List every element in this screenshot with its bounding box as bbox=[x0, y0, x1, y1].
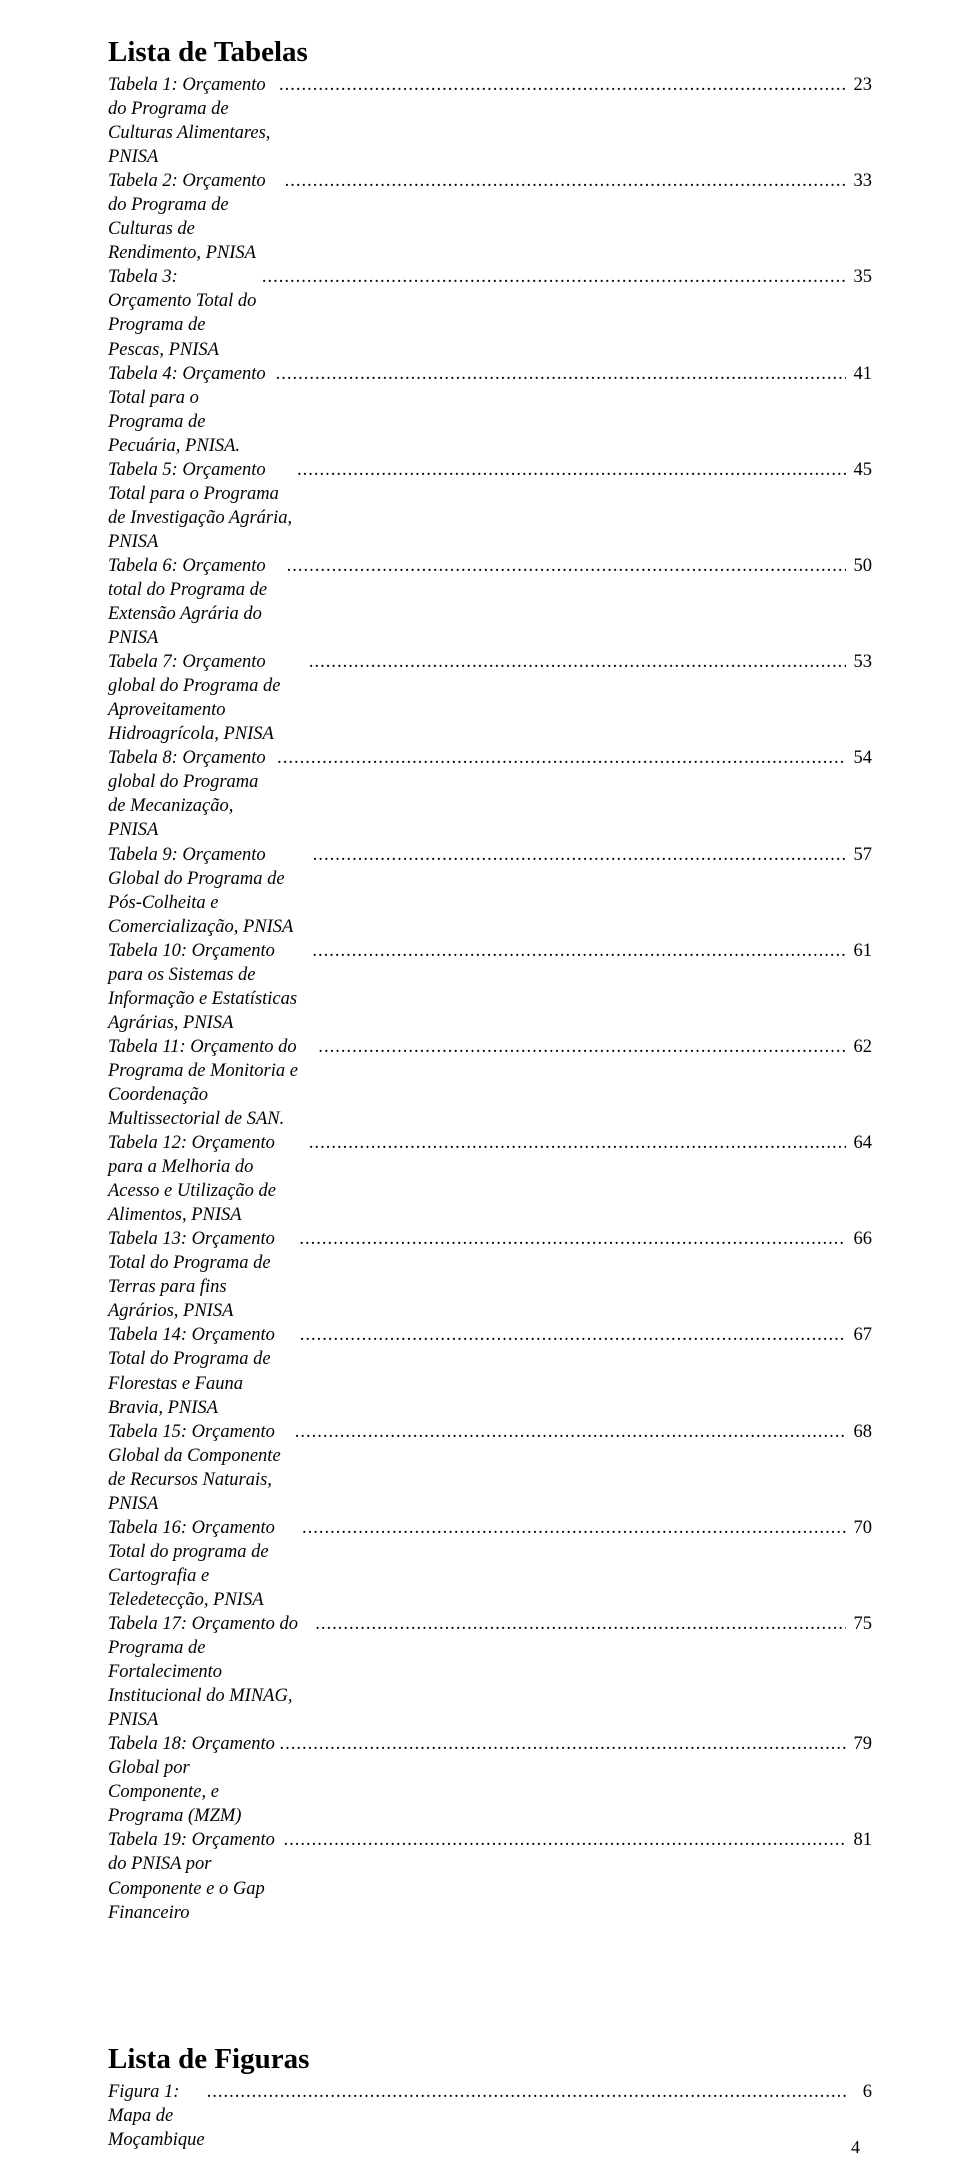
toc-leader: ........................................… bbox=[300, 1516, 846, 1540]
table-toc-entry: Tabela 16: Orçamento Total do programa d… bbox=[108, 1516, 872, 1612]
table-toc-label: Tabela 17: Orçamento do Programa de Fort… bbox=[108, 1612, 313, 1732]
table-toc-page: 54 bbox=[846, 746, 872, 770]
toc-leader: ........................................… bbox=[316, 1035, 846, 1059]
table-toc-label: Tabela 10: Orçamento para os Sistemas de… bbox=[108, 939, 310, 1035]
table-toc-entry: Tabela 9: Orçamento Global do Programa d… bbox=[108, 843, 872, 939]
table-toc-entry: Tabela 6: Orçamento total do Programa de… bbox=[108, 554, 872, 650]
table-toc-entry: Tabela 14: Orçamento Total do Programa d… bbox=[108, 1323, 872, 1419]
table-toc-page: 41 bbox=[846, 362, 872, 386]
table-toc-entry: Tabela 18: Orçamento Global por Componen… bbox=[108, 1732, 872, 1828]
table-toc-page: 23 bbox=[846, 73, 872, 97]
table-toc-label: Tabela 18: Orçamento Global por Componen… bbox=[108, 1732, 278, 1828]
table-toc-entry: Tabela 4: Orçamento Total para o Program… bbox=[108, 362, 872, 458]
figures-block: Lista de Figuras Figura 1: Mapa de Moçam… bbox=[108, 2043, 872, 2152]
table-toc-entry: Tabela 11: Orçamento do Programa de Moni… bbox=[108, 1035, 872, 1131]
page-number: 4 bbox=[851, 2137, 860, 2158]
table-toc-page: 75 bbox=[846, 1612, 872, 1636]
table-toc-page: 45 bbox=[846, 458, 872, 482]
table-toc-label: Tabela 16: Orçamento Total do programa d… bbox=[108, 1516, 300, 1612]
table-toc-page: 67 bbox=[846, 1323, 872, 1347]
table-toc-page: 66 bbox=[846, 1227, 872, 1251]
toc-leader: ........................................… bbox=[274, 362, 846, 386]
table-toc-entry: Tabela 3: Orçamento Total do Programa de… bbox=[108, 265, 872, 361]
table-toc-entry: Tabela 5: Orçamento Total para o Program… bbox=[108, 458, 872, 554]
table-toc-entry: Tabela 15: Orçamento Global da Component… bbox=[108, 1420, 872, 1516]
toc-leader: ........................................… bbox=[313, 1612, 846, 1636]
document-page: Lista de Tabelas Tabela 1: Orçamento do … bbox=[0, 0, 960, 2182]
toc-leader: ........................................… bbox=[295, 458, 846, 482]
toc-leader: ........................................… bbox=[282, 1828, 846, 1852]
tables-toc: Tabela 1: Orçamento do Programa de Cultu… bbox=[108, 73, 872, 1925]
table-toc-label: Tabela 1: Orçamento do Programa de Cultu… bbox=[108, 73, 277, 169]
figures-list-heading: Lista de Figuras bbox=[108, 2043, 872, 2076]
table-toc-label: Tabela 2: Orçamento do Programa de Cultu… bbox=[108, 169, 283, 265]
tables-list-heading: Lista de Tabelas bbox=[108, 36, 872, 69]
toc-leader: ........................................… bbox=[278, 1732, 846, 1756]
toc-leader: ........................................… bbox=[277, 73, 846, 97]
table-toc-page: 70 bbox=[846, 1516, 872, 1540]
table-toc-entry: Tabela 2: Orçamento do Programa de Cultu… bbox=[108, 169, 872, 265]
table-toc-page: 79 bbox=[846, 1732, 872, 1756]
table-toc-entry: Tabela 10: Orçamento para os Sistemas de… bbox=[108, 939, 872, 1035]
table-toc-page: 50 bbox=[846, 554, 872, 578]
figure-toc-entry: Figura 1: Mapa de Moçambique............… bbox=[108, 2080, 872, 2152]
table-toc-entry: Tabela 1: Orçamento do Programa de Cultu… bbox=[108, 73, 872, 169]
table-toc-entry: Tabela 7: Orçamento global do Programa d… bbox=[108, 650, 872, 746]
toc-leader: ........................................… bbox=[297, 1227, 846, 1251]
table-toc-label: Tabela 13: Orçamento Total do Programa d… bbox=[108, 1227, 297, 1323]
toc-leader: ........................................… bbox=[310, 939, 846, 963]
table-toc-label: Tabela 8: Orçamento global do Programa d… bbox=[108, 746, 275, 842]
figures-toc: Figura 1: Mapa de Moçambique............… bbox=[108, 2080, 872, 2152]
table-toc-entry: Tabela 8: Orçamento global do Programa d… bbox=[108, 746, 872, 842]
table-toc-page: 53 bbox=[846, 650, 872, 674]
table-toc-entry: Tabela 12: Orçamento para a Melhoria do … bbox=[108, 1131, 872, 1227]
toc-leader: ........................................… bbox=[307, 650, 846, 674]
table-toc-page: 35 bbox=[846, 265, 872, 289]
table-toc-page: 81 bbox=[846, 1828, 872, 1852]
table-toc-page: 57 bbox=[846, 843, 872, 867]
table-toc-entry: Tabela 19: Orçamento do PNISA por Compon… bbox=[108, 1828, 872, 1924]
toc-leader: ........................................… bbox=[307, 1131, 846, 1155]
toc-leader: ........................................… bbox=[260, 265, 846, 289]
table-toc-label: Tabela 7: Orçamento global do Programa d… bbox=[108, 650, 307, 746]
table-toc-label: Tabela 6: Orçamento total do Programa de… bbox=[108, 554, 285, 650]
table-toc-label: Tabela 5: Orçamento Total para o Program… bbox=[108, 458, 295, 554]
table-toc-page: 33 bbox=[846, 169, 872, 193]
toc-leader: ........................................… bbox=[205, 2080, 846, 2104]
table-toc-entry: Tabela 13: Orçamento Total do Programa d… bbox=[108, 1227, 872, 1323]
figure-toc-label: Figura 1: Mapa de Moçambique bbox=[108, 2080, 205, 2152]
table-toc-label: Tabela 11: Orçamento do Programa de Moni… bbox=[108, 1035, 316, 1131]
table-toc-page: 64 bbox=[846, 1131, 872, 1155]
toc-leader: ........................................… bbox=[311, 843, 846, 867]
figure-toc-page: 6 bbox=[846, 2080, 872, 2104]
table-toc-label: Tabela 15: Orçamento Global da Component… bbox=[108, 1420, 293, 1516]
toc-leader: ........................................… bbox=[293, 1420, 846, 1444]
toc-leader: ........................................… bbox=[275, 746, 846, 770]
table-toc-label: Tabela 9: Orçamento Global do Programa d… bbox=[108, 843, 311, 939]
table-toc-label: Tabela 3: Orçamento Total do Programa de… bbox=[108, 265, 260, 361]
table-toc-label: Tabela 14: Orçamento Total do Programa d… bbox=[108, 1323, 298, 1419]
table-toc-page: 61 bbox=[846, 939, 872, 963]
toc-leader: ........................................… bbox=[283, 169, 846, 193]
table-toc-entry: Tabela 17: Orçamento do Programa de Fort… bbox=[108, 1612, 872, 1732]
table-toc-page: 68 bbox=[846, 1420, 872, 1444]
toc-leader: ........................................… bbox=[298, 1323, 846, 1347]
toc-leader: ........................................… bbox=[285, 554, 846, 578]
table-toc-label: Tabela 19: Orçamento do PNISA por Compon… bbox=[108, 1828, 282, 1924]
table-toc-page: 62 bbox=[846, 1035, 872, 1059]
table-toc-label: Tabela 12: Orçamento para a Melhoria do … bbox=[108, 1131, 307, 1227]
table-toc-label: Tabela 4: Orçamento Total para o Program… bbox=[108, 362, 274, 458]
